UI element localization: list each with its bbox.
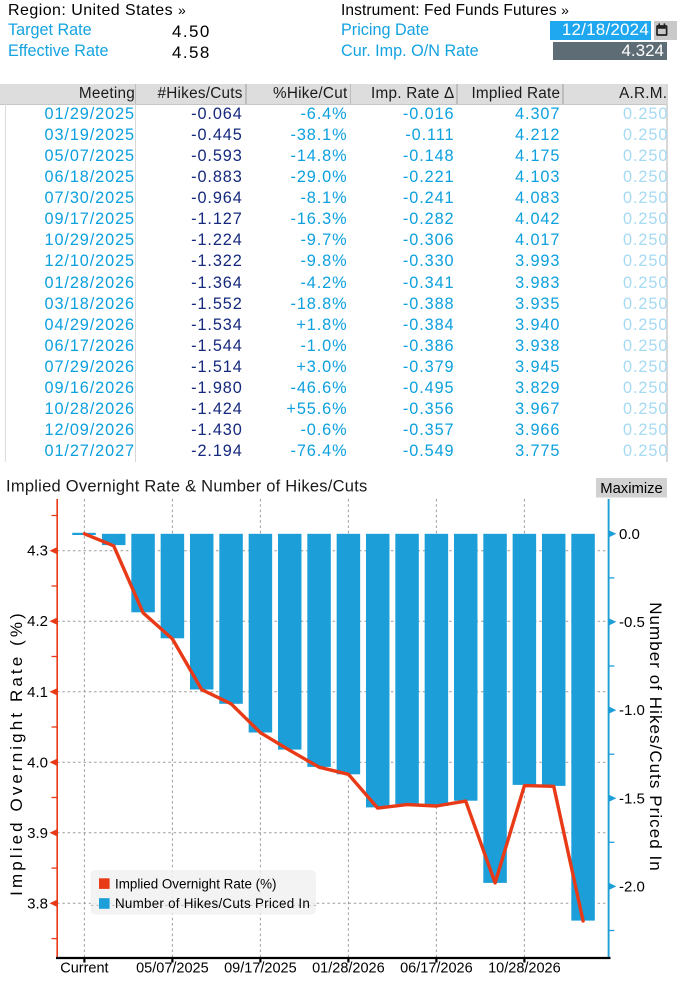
svg-text:10/28/2026: 10/28/2026 xyxy=(488,961,561,977)
svg-text:-1.5: -1.5 xyxy=(619,790,645,807)
svg-text:Implied Overnight Rate & Numbe: Implied Overnight Rate & Number of Hikes… xyxy=(6,478,368,496)
svg-text:09/17/2025: 09/17/2025 xyxy=(224,961,297,977)
svg-text:Number of Hikes/Cuts Priced In: Number of Hikes/Cuts Priced In xyxy=(646,602,665,872)
svg-text:06/17/2026: 06/17/2026 xyxy=(400,961,473,977)
svg-text:4.1: 4.1 xyxy=(27,684,48,701)
svg-text:Implied Overnight Rate (%): Implied Overnight Rate (%) xyxy=(7,610,26,896)
svg-text:3.8: 3.8 xyxy=(27,895,48,912)
svg-text:0.0: 0.0 xyxy=(619,526,640,543)
svg-text:4.2: 4.2 xyxy=(27,613,48,630)
svg-text:-0.5: -0.5 xyxy=(619,614,645,631)
svg-text:4.0: 4.0 xyxy=(27,754,48,771)
svg-text:Number of Hikes/Cuts Priced In: Number of Hikes/Cuts Priced In xyxy=(115,896,310,911)
svg-text:Maximize: Maximize xyxy=(600,481,662,497)
svg-text:-2.0: -2.0 xyxy=(619,878,645,895)
svg-text:3.9: 3.9 xyxy=(27,825,48,842)
svg-text:05/07/2025: 05/07/2025 xyxy=(136,961,209,977)
svg-text:Implied Overnight Rate (%): Implied Overnight Rate (%) xyxy=(115,876,277,891)
svg-text:-1.0: -1.0 xyxy=(619,702,645,719)
svg-text:01/28/2026: 01/28/2026 xyxy=(312,961,385,977)
svg-text:4.3: 4.3 xyxy=(27,543,48,560)
svg-text:Current: Current xyxy=(60,961,108,977)
